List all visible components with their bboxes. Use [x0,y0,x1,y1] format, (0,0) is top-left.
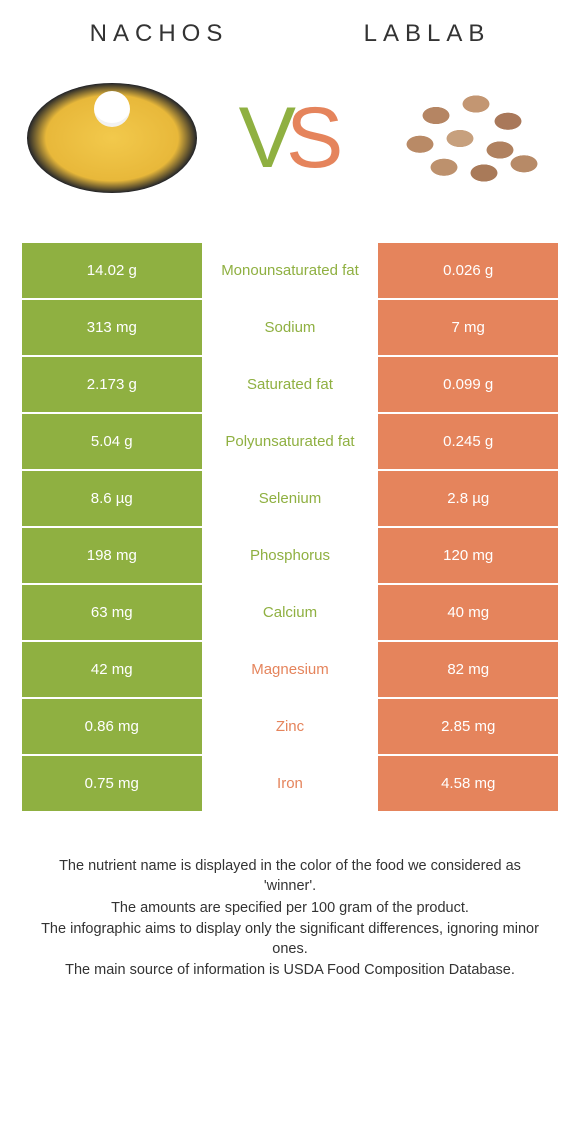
lablab-image [383,73,553,203]
cell-left-value: 0.86 mg [22,699,202,754]
table-row: 2.173 gSaturated fat0.099 g [22,357,558,412]
cell-left-value: 313 mg [22,300,202,355]
cell-left-value: 0.75 mg [22,756,202,811]
table-row: 0.86 mgZinc2.85 mg [22,699,558,754]
titles-row: NACHOS LABLAB [22,20,558,48]
cell-left-value: 5.04 g [22,414,202,469]
footer-line: The infographic aims to display only the… [37,919,543,960]
cell-nutrient-label: Iron [202,756,379,811]
cell-right-value: 2.8 µg [378,471,558,526]
comparison-infographic: NACHOS LABLAB V S 14.02 gMonounsaturated… [0,0,580,981]
footer-line: The amounts are specified per 100 gram o… [37,898,543,918]
cell-left-value: 8.6 µg [22,471,202,526]
cell-nutrient-label: Calcium [202,585,379,640]
cell-nutrient-label: Sodium [202,300,379,355]
cell-right-value: 0.245 g [378,414,558,469]
images-row: V S [22,73,558,203]
cell-left-value: 198 mg [22,528,202,583]
table-row: 63 mgCalcium40 mg [22,585,558,640]
cell-nutrient-label: Selenium [202,471,379,526]
title-right: LABLAB [364,20,491,48]
cell-left-value: 14.02 g [22,243,202,298]
cell-right-value: 82 mg [378,642,558,697]
cell-left-value: 42 mg [22,642,202,697]
footer-notes: The nutrient name is displayed in the co… [22,856,558,981]
footer-line: The nutrient name is displayed in the co… [37,856,543,897]
cell-nutrient-label: Saturated fat [202,357,379,412]
table-row: 8.6 µgSelenium2.8 µg [22,471,558,526]
cell-right-value: 4.58 mg [378,756,558,811]
comparison-table: 14.02 gMonounsaturated fat0.026 g313 mgS… [22,243,558,811]
table-row: 198 mgPhosphorus120 mg [22,528,558,583]
table-row: 5.04 gPolyunsaturated fat0.245 g [22,414,558,469]
cell-nutrient-label: Polyunsaturated fat [202,414,379,469]
vs-label: V S [239,89,342,188]
table-row: 0.75 mgIron4.58 mg [22,756,558,811]
cell-left-value: 2.173 g [22,357,202,412]
cell-left-value: 63 mg [22,585,202,640]
cell-right-value: 2.85 mg [378,699,558,754]
table-row: 14.02 gMonounsaturated fat0.026 g [22,243,558,298]
cell-right-value: 120 mg [378,528,558,583]
cell-nutrient-label: Zinc [202,699,379,754]
cell-nutrient-label: Magnesium [202,642,379,697]
cell-right-value: 7 mg [378,300,558,355]
nachos-image [27,73,197,203]
footer-line: The main source of information is USDA F… [37,960,543,980]
title-left: NACHOS [90,20,229,48]
cell-right-value: 0.026 g [378,243,558,298]
cell-right-value: 0.099 g [378,357,558,412]
cell-nutrient-label: Monounsaturated fat [202,243,379,298]
table-row: 42 mgMagnesium82 mg [22,642,558,697]
cell-right-value: 40 mg [378,585,558,640]
cell-nutrient-label: Phosphorus [202,528,379,583]
table-row: 313 mgSodium7 mg [22,300,558,355]
vs-s: S [286,89,341,188]
